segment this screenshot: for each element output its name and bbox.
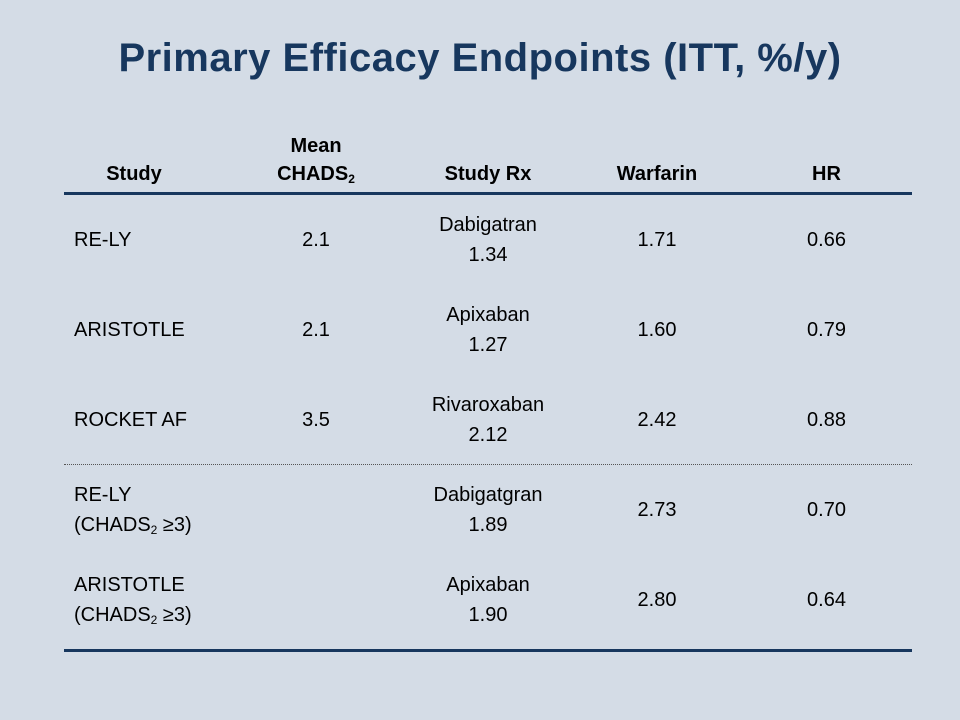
- cell-study: ARISTOTLE (CHADS2 ≥3): [74, 570, 192, 630]
- subgroup-suffix: ≥3): [157, 514, 192, 536]
- subgroup-prefix: (CHADS: [74, 604, 151, 626]
- header-warfarin: Warfarin: [616, 163, 698, 185]
- cell-study-rx: Rivaroxaban 2.12: [399, 390, 577, 450]
- table-row: ARISTOTLE (CHADS2 ≥3) Apixaban 1.90 2.80…: [64, 555, 912, 645]
- subgroup-prefix: (CHADS: [74, 514, 151, 536]
- header-study-rx: Study Rx: [444, 163, 532, 185]
- rx-name: Dabigatran: [439, 214, 537, 236]
- study-subgroup: (CHADS2 ≥3): [74, 600, 192, 630]
- header-chads-text: CHADS: [277, 163, 349, 185]
- table-row: ROCKET AF 3.5 Rivaroxaban 2.12 2.42 0.88: [64, 375, 912, 465]
- rx-name: Apixaban: [446, 304, 530, 326]
- rx-name: Apixaban: [446, 574, 530, 596]
- cell-hr: 0.64: [807, 589, 846, 611]
- cell-chads: 2.1: [302, 229, 330, 251]
- cell-warfarin: 1.60: [637, 319, 677, 341]
- slide-title: Primary Efficacy Endpoints (ITT, %/y): [118, 36, 842, 80]
- efficacy-table: Study Mean CHADS2 Study Rx Warfarin HR R…: [64, 130, 912, 652]
- cell-study-rx: Dabigatgran 1.89: [399, 480, 577, 540]
- cell-warfarin: 2.80: [637, 589, 677, 611]
- cell-hr: 0.79: [807, 319, 846, 341]
- cell-warfarin: 2.42: [637, 408, 677, 431]
- header-hr: HR: [812, 163, 841, 185]
- rx-value: 1.90: [468, 604, 508, 626]
- cell-chads: 3.5: [302, 408, 330, 431]
- rx-name: Dabigatgran: [433, 484, 543, 506]
- cell-warfarin: 2.73: [637, 499, 677, 521]
- table-bottom-rule: [64, 649, 912, 652]
- table-row: RE-LY (CHADS2 ≥3) Dabigatgran 1.89 2.73 …: [64, 465, 912, 555]
- rx-value: 1.89: [468, 514, 508, 536]
- header-chads-line1: Mean: [290, 135, 342, 157]
- header-chads-subscript: 2: [348, 172, 355, 186]
- rx-value: 2.12: [468, 423, 508, 446]
- subgroup-subscript: 2: [150, 523, 158, 537]
- cell-study-rx: Apixaban 1.27: [399, 300, 577, 360]
- subgroup-subscript: 2: [150, 613, 158, 627]
- subgroup-suffix: ≥3): [157, 604, 192, 626]
- table-header: Study Mean CHADS2 Study Rx Warfarin HR: [64, 130, 912, 195]
- cell-study: ROCKET AF: [74, 408, 187, 431]
- cell-study-rx: Apixaban 1.90: [399, 570, 577, 630]
- cell-hr: 0.70: [807, 499, 846, 521]
- header-chads-line2: CHADS2: [251, 160, 381, 188]
- table-row: RE-LY 2.1 Dabigatran 1.34 1.71 0.66: [64, 195, 912, 285]
- rx-value: 1.34: [468, 244, 508, 266]
- cell-chads: 2.1: [302, 319, 330, 341]
- cell-hr: 0.66: [807, 229, 846, 251]
- header-mean-chads: Mean CHADS2: [251, 132, 381, 188]
- header-study: Study: [106, 163, 162, 185]
- cell-study: ARISTOTLE: [74, 319, 185, 341]
- cell-study-rx: Dabigatran 1.34: [399, 210, 577, 270]
- table-row: ARISTOTLE 2.1 Apixaban 1.27 1.60 0.79: [64, 285, 912, 375]
- study-subgroup: (CHADS2 ≥3): [74, 510, 192, 540]
- study-name: ARISTOTLE: [74, 574, 185, 596]
- rx-name: Rivaroxaban: [431, 393, 545, 416]
- cell-study: RE-LY: [74, 229, 132, 251]
- cell-study: RE-LY (CHADS2 ≥3): [74, 480, 192, 540]
- cell-warfarin: 1.71: [637, 229, 677, 251]
- study-name: RE-LY: [74, 484, 132, 506]
- cell-hr: 0.88: [807, 408, 846, 431]
- rx-value: 1.27: [468, 334, 508, 356]
